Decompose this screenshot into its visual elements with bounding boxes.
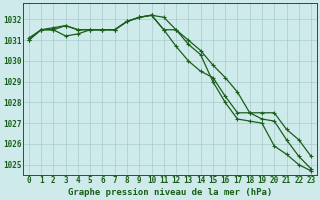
- X-axis label: Graphe pression niveau de la mer (hPa): Graphe pression niveau de la mer (hPa): [68, 188, 272, 197]
